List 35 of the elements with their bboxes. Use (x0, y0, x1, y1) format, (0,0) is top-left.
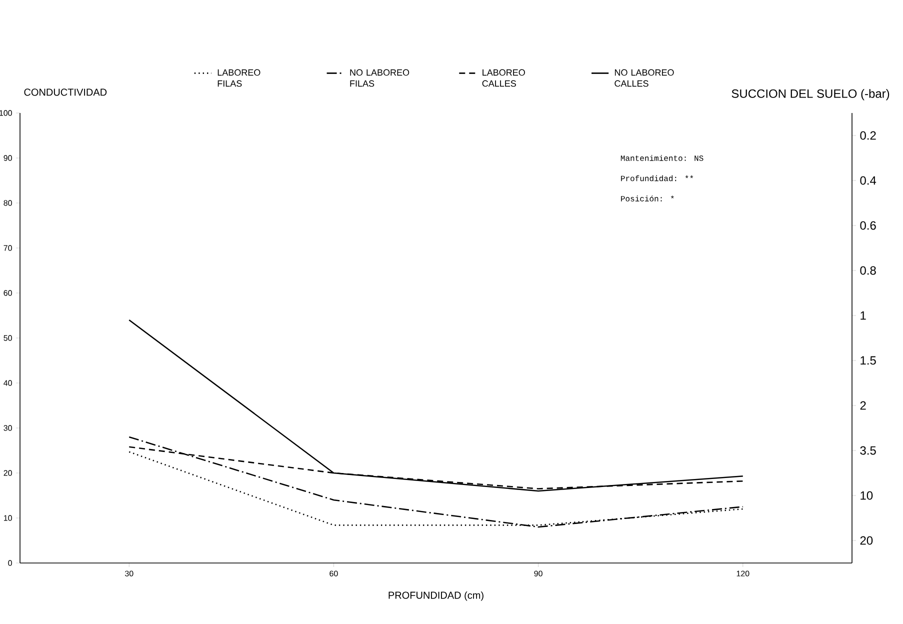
y-tick-label: 10 (4, 515, 12, 521)
x-tick-label: 30 (124, 570, 134, 576)
legend-label: NO LABOREO CALLES (614, 69, 674, 87)
legend-label: LABOREO CALLES (482, 69, 525, 87)
category-label: 2 (860, 401, 866, 410)
legend-label: NO LABOREO FILAS (350, 69, 410, 87)
legend-label: LABOREO FILAS (218, 69, 260, 87)
y-tick-label: 50 (4, 335, 12, 341)
y-tick-label: 80 (4, 200, 12, 206)
category-label: 0.6 (860, 221, 876, 230)
y-tick-label: 90 (4, 155, 12, 161)
y-tick-label: 100 (0, 110, 12, 116)
y-tick-label: 20 (4, 470, 12, 476)
category-label: 0.8 (860, 266, 876, 275)
category-label: 1.5 (860, 356, 876, 365)
y-tick-label: 40 (4, 380, 12, 386)
x-tick-label: 90 (534, 570, 542, 576)
y2-axis-title: SUCCION DEL SUELO (-bar) (732, 89, 890, 100)
annotation: Posición: * (621, 196, 674, 202)
category-label: 10 (860, 491, 873, 500)
annotation: Mantenimiento: NS (620, 155, 704, 161)
y-tick-label: 30 (4, 425, 12, 431)
y-tick-label: 60 (4, 290, 12, 296)
category-label: 20 (860, 536, 873, 545)
y-axis-title: CONDUCTIVIDAD (24, 88, 107, 96)
category-label: 0.2 (860, 131, 876, 140)
y-tick-label: 70 (4, 245, 12, 251)
x-axis-title: PROFUNDIDAD (cm) (388, 591, 484, 601)
category-label: 3.5 (860, 446, 876, 455)
category-label: 0.4 (860, 176, 876, 185)
x-tick-label: 60 (330, 570, 338, 576)
category-label: 1 (860, 311, 866, 320)
x-tick-label: 120 (736, 570, 750, 576)
annotation: Profundidad: ** (621, 175, 694, 182)
y-tick-label: 0 (8, 560, 12, 566)
